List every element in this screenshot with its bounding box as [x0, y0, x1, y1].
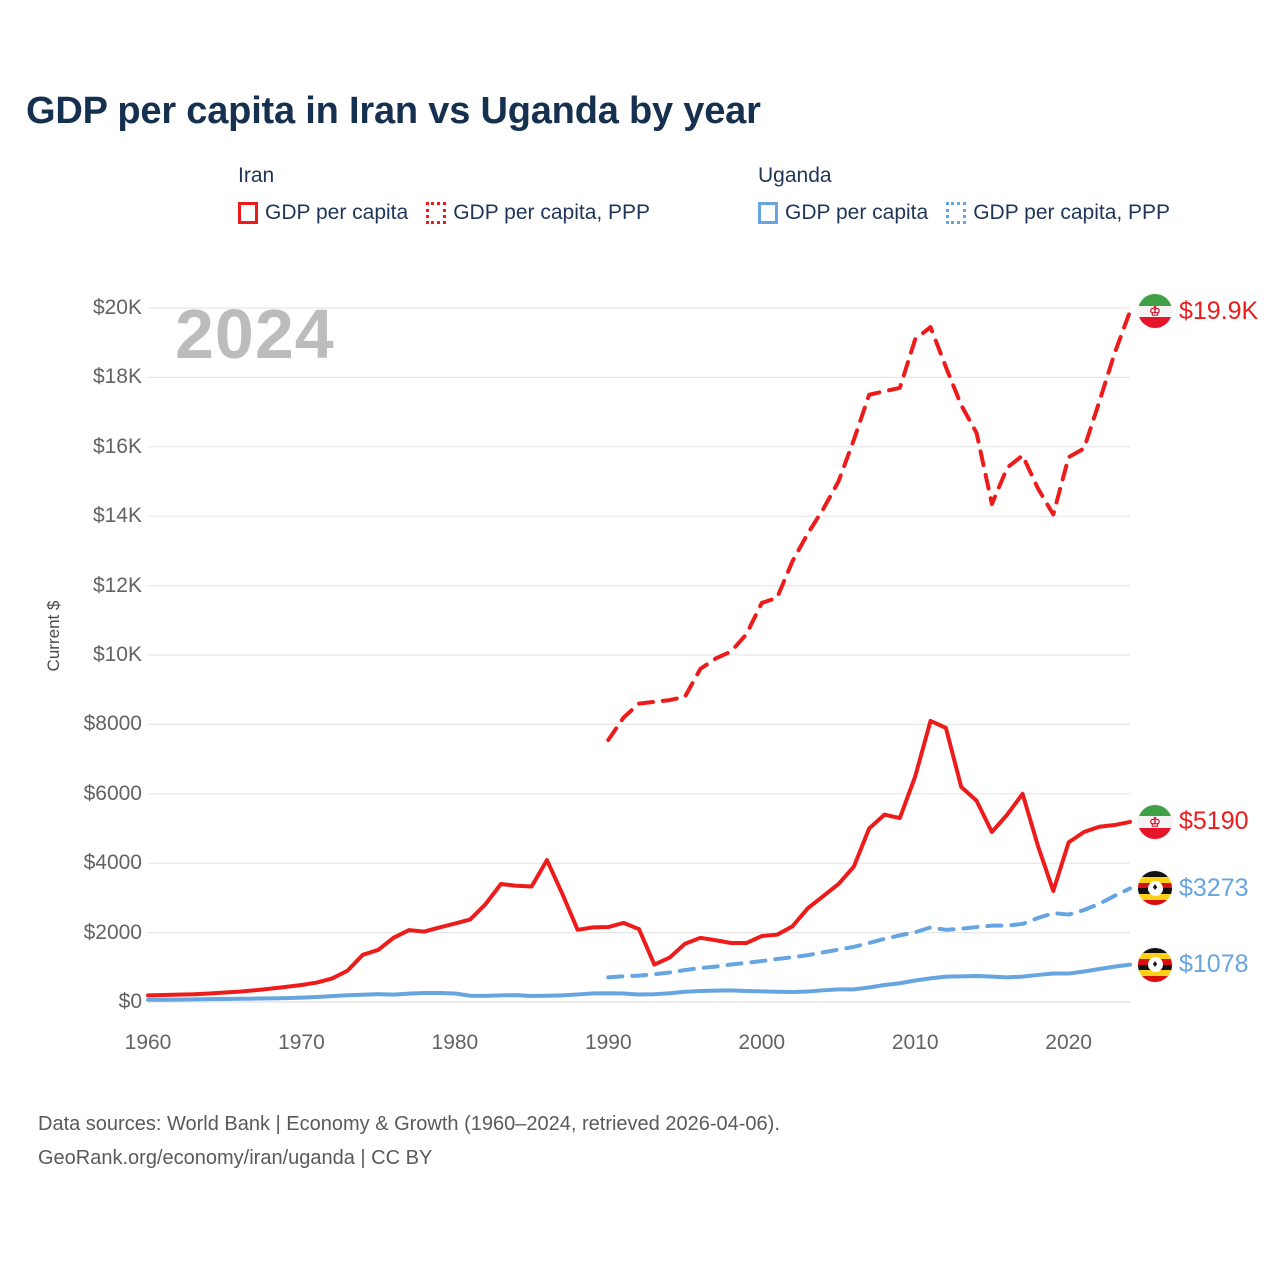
- x-tick-label: 2020: [1045, 1031, 1092, 1054]
- legend-group-iran: Iran GDP per capita GDP per capita, PPP: [238, 163, 650, 224]
- uganda-flag-icon: ♦: [1138, 871, 1172, 906]
- x-tick-label: 1980: [431, 1031, 479, 1054]
- endpoint-uganda-ppp: ♦ $3273: [1138, 871, 1249, 906]
- x-tick-label: 1960: [124, 1031, 172, 1054]
- legend-group-uganda: Uganda GDP per capita GDP per capita, PP…: [758, 163, 1170, 224]
- legend-swatch-solid-blue-icon: [758, 202, 778, 224]
- y-tick-label: $16K: [92, 434, 142, 458]
- legend-group-title-iran: Iran: [238, 164, 275, 187]
- y-tick-label: $2000: [83, 920, 142, 944]
- y-tick-label: $18K: [92, 365, 142, 389]
- legend-item-uganda-gdp[interactable]: GDP per capita: [758, 201, 928, 225]
- legend-label-iran-ppp: GDP per capita, PPP: [453, 201, 651, 224]
- year-watermark: 2024: [175, 295, 335, 373]
- x-tick-label: 2010: [891, 1031, 939, 1054]
- footer-attribution: GeoRank.org/economy/iran/uganda | CC BY: [38, 1147, 433, 1169]
- legend-label-iran-gdp: GDP per capita: [265, 201, 409, 224]
- series-line: [146, 962, 1132, 1002]
- iran-flag-icon: ♔: [1138, 804, 1172, 839]
- x-tick-label: 1990: [584, 1031, 632, 1054]
- series-line: [146, 718, 1132, 998]
- page-title: GDP per capita in Iran vs Uganda by year: [26, 90, 761, 132]
- y-tick-label: $4000: [83, 851, 142, 875]
- x-tick-label: 2000: [738, 1031, 786, 1054]
- y-tick-label: $12K: [92, 573, 142, 597]
- gridlines: [148, 307, 1130, 1003]
- legend-label-uganda-gdp: GDP per capita: [785, 201, 929, 224]
- uganda-flag-icon: ♦: [1138, 947, 1172, 982]
- endpoint-iran-ppp: ♔ $19.9K: [1138, 294, 1259, 329]
- y-tick-label: $20K: [92, 296, 142, 319]
- y-axis-ticks: $0 $2000 $4000 $6000 $8000 $10K $12K $14K $16K $1…: [0, 0, 142, 1280]
- endpoint-value-iran-ppp: $19.9K: [1179, 296, 1259, 325]
- legend-item-iran-ppp[interactable]: GDP per capita, PPP: [426, 201, 650, 225]
- legend-item-iran-gdp[interactable]: GDP per capita: [238, 201, 408, 225]
- y-tick-label: $8000: [83, 712, 142, 736]
- footer: Data sources: World Bank | Economy & Gro…: [38, 1107, 780, 1175]
- series-line: [606, 886, 1132, 980]
- endpoint-value-uganda-ppp: $3273: [1179, 873, 1249, 902]
- iran-flag-icon: ♔: [1138, 294, 1172, 329]
- endpoint-value-iran-gdp: $5190: [1179, 807, 1249, 836]
- y-tick-label: $0: [118, 990, 142, 1013]
- chart-legend: Iran GDP per capita GDP per capita, PPP …: [238, 163, 1258, 245]
- legend-item-uganda-ppp[interactable]: GDP per capita, PPP: [946, 201, 1170, 225]
- y-tick-label: $10K: [92, 643, 142, 666]
- legend-swatch-solid-red-icon: [238, 202, 258, 224]
- endpoint-value-uganda-gdp: $1078: [1179, 950, 1249, 979]
- endpoint-iran-gdp: ♔ $5190: [1138, 804, 1249, 839]
- legend-group-title-uganda: Uganda: [758, 164, 832, 187]
- x-tick-label: 1970: [278, 1031, 325, 1054]
- endpoint-uganda-gdp: ♦ $1078: [1138, 947, 1249, 982]
- legend-label-uganda-ppp: GDP per capita, PPP: [973, 201, 1171, 224]
- legend-swatch-dotted-blue-icon: [946, 202, 967, 224]
- legend-swatch-dotted-red-icon: [426, 202, 447, 224]
- series-lines: [146, 309, 1132, 1002]
- y-tick-label: $14K: [92, 504, 142, 528]
- y-tick-label: $6000: [83, 781, 142, 805]
- series-line: [606, 309, 1132, 743]
- footer-data-sources: Data sources: World Bank | Economy & Gro…: [38, 1113, 780, 1135]
